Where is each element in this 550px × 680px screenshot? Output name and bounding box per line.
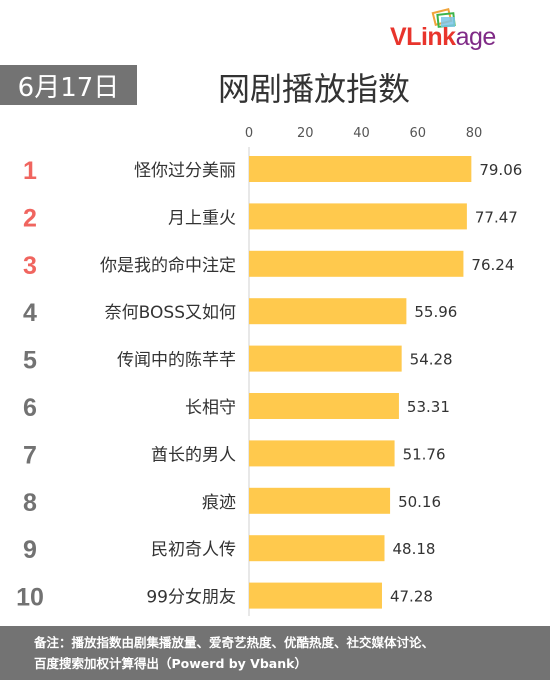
- rank-label-7: 7: [23, 441, 37, 469]
- value-label-6: 53.31: [407, 398, 450, 416]
- footer-line-1: 备注：播放指数由剧集播放量、爱奇艺热度、优酷热度、社交媒体讨论、: [34, 635, 435, 650]
- rank-label-3: 3: [23, 252, 37, 280]
- value-label-3: 76.24: [471, 256, 514, 274]
- value-label-5: 54.28: [410, 351, 453, 369]
- x-tick-label-0: 0: [245, 126, 253, 141]
- x-tick-label-60: 60: [409, 126, 426, 141]
- rank-label-2: 2: [23, 204, 37, 232]
- bar-9: [249, 535, 385, 562]
- bar-5: [249, 345, 402, 372]
- value-label-1: 79.06: [479, 161, 522, 179]
- bar-10: [249, 582, 382, 609]
- footer-line-2: 百度搜索加权计算得出（Powerd by Vbank）: [34, 656, 307, 671]
- chart-title: 网剧播放指数: [218, 70, 411, 108]
- rank-label-9: 9: [23, 536, 37, 564]
- vlinkage-logo: VLinkage: [390, 6, 530, 54]
- category-label-6: 长相守: [185, 398, 236, 418]
- value-label-4: 55.96: [414, 303, 457, 321]
- bar-6: [249, 393, 399, 419]
- x-tick-label-80: 80: [466, 126, 483, 141]
- date-badge: 6月17日: [0, 65, 137, 105]
- category-label-3: 你是我的命中注定: [100, 256, 236, 276]
- rank-label-6: 6: [23, 394, 37, 422]
- category-label-4: 奈何BOSS又如何: [105, 303, 236, 323]
- logo-wordmark: VLinkage: [390, 23, 496, 52]
- x-tick-label-20: 20: [297, 126, 314, 141]
- category-label-1: 怪你过分美丽: [134, 161, 236, 181]
- logo-text-main: VLink: [390, 23, 456, 51]
- value-label-10: 47.28: [390, 588, 433, 606]
- x-tick-label-40: 40: [353, 126, 370, 141]
- value-label-9: 48.18: [393, 540, 436, 558]
- bar-4: [249, 298, 407, 325]
- category-label-10: 99分女朋友: [146, 588, 236, 608]
- bar-2: [249, 203, 467, 230]
- bar-8: [249, 487, 391, 514]
- rank-label-8: 8: [23, 489, 37, 517]
- logo-cards-icon: [431, 8, 456, 28]
- value-label-7: 51.76: [403, 445, 446, 463]
- category-label-2: 月上重火: [168, 208, 236, 228]
- category-label-7: 酋长的男人: [151, 445, 236, 465]
- logo-text-tail: age: [455, 23, 497, 51]
- category-label-9: 民初奇人传: [151, 540, 236, 560]
- bar-1: [249, 156, 472, 182]
- value-label-2: 77.47: [475, 208, 518, 226]
- value-label-8: 50.16: [398, 493, 441, 511]
- footer-note: 备注：播放指数由剧集播放量、爱奇艺热度、优酷热度、社交媒体讨论、 百度搜索加权计…: [0, 626, 550, 680]
- rank-label-4: 4: [23, 299, 37, 327]
- bar-3: [249, 250, 464, 277]
- rank-label-10: 10: [16, 584, 44, 612]
- rank-label-5: 5: [23, 347, 37, 375]
- category-label-8: 痕迹: [202, 493, 236, 513]
- category-label-5: 传闻中的陈芊芊: [117, 351, 236, 371]
- rank-label-1: 1: [23, 157, 37, 185]
- bar-7: [249, 440, 395, 467]
- bar-chart: 0 20 40 60 80 1 怪你过分美丽 79.06 2 月上重火 77.47 3 你是我的命中注定…: [16, 126, 522, 616]
